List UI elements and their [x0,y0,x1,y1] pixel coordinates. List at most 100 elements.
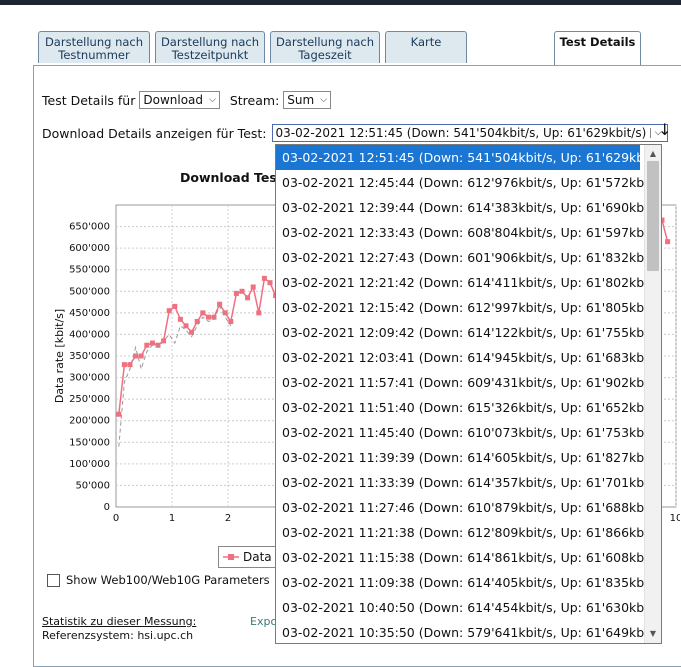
details-for-label: Test Details für [42,92,136,108]
dropdown-option[interactable]: 03-02-2021 12:27:43 (Down: 601'906kbit/s… [282,250,662,265]
dropdown-option[interactable]: 03-02-2021 11:51:40 (Down: 615'326kbit/s… [282,400,662,415]
y-tick-label: 150'000 [69,437,110,448]
tab-by-time-of-day[interactable]: Darstellung nach Tageszeit [270,31,380,63]
data-point [211,314,217,320]
web100-label: Show Web100/Web10G Parameters [66,573,270,587]
y-tick-label: 50'000 [75,480,110,491]
y-tick-label: 650'000 [69,222,110,233]
dropdown-option[interactable]: 03-02-2021 12:03:41 (Down: 614'945kbit/s… [282,350,662,365]
data-point [177,316,183,322]
tab-bar: Darstellung nach Testnummer Darstellung … [38,31,681,66]
dropdown-option[interactable]: 03-02-2021 11:57:41 (Down: 609'431kbit/s… [282,375,662,390]
dropdown-option[interactable]: 03-02-2021 10:35:50 (Down: 579'641kbit/s… [282,625,662,640]
data-point [183,323,189,329]
y-tick-label: 300'000 [69,373,110,384]
scroll-up-icon[interactable]: ▲ [649,149,657,158]
y-axis-label: Data rate [kbit/s] [53,309,66,403]
y-tick-label: 400'000 [69,329,110,340]
dropdown-option[interactable]: 03-02-2021 11:09:38 (Down: 614'405kbit/s… [282,575,662,590]
tab-by-test-number[interactable]: Darstellung nach Testnummer [38,31,150,63]
data-point [228,318,234,324]
data-point [138,353,144,359]
dropdown-options: 03-02-2021 12:51:45 (Down: 541'504kbit/s… [276,145,662,643]
x-tick-label: 0 [113,513,119,524]
dropdown-option[interactable]: 03-02-2021 12:39:44 (Down: 614'383kbit/s… [282,200,662,215]
dropdown-option[interactable]: 03-02-2021 11:33:39 (Down: 614'357kbit/s… [282,475,662,490]
y-tick-label: 350'000 [69,351,110,362]
data-point [127,362,133,368]
arrow-down-icon[interactable]: ↓ [658,120,672,139]
data-point [665,239,671,245]
y-tick-label: 250'000 [69,394,110,405]
scroll-thumb[interactable] [647,161,659,271]
data-point [121,362,127,368]
data-point [189,329,195,335]
series-line [661,219,669,242]
chart-title: Download Tes [180,170,277,185]
details-type-select[interactable]: Download ⌵ [139,91,220,109]
tab-map[interactable]: Karte [385,31,467,63]
test-select[interactable]: 03-02-2021 12:51:45 (Down: 541'504kbit/s… [271,124,669,142]
dropdown-option[interactable]: 03-02-2021 10:40:50 (Down: 614'454kbit/s… [282,600,662,615]
reference-system: Referenzsystem: hsi.upc.ch [42,629,194,642]
dropdown-option[interactable]: 03-02-2021 12:09:42 (Down: 614'122kbit/s… [282,325,662,340]
dropdown-option[interactable]: 03-02-2021 12:15:42 (Down: 612'997kbit/s… [282,300,662,315]
dropdown-option[interactable]: 03-02-2021 11:15:38 (Down: 614'861kbit/s… [282,550,662,565]
tab-by-test-time[interactable]: Darstellung nach Testzeitpunkt [155,31,265,63]
x-tick-label: 1 [169,513,175,524]
data-point [200,310,206,316]
stream-value: Sum [287,93,315,107]
data-point [261,275,267,281]
data-point [205,314,211,320]
data-point [172,303,178,309]
data-point [239,288,245,294]
data-point [155,342,161,348]
x-tick-label: 2 [225,513,231,524]
series-line [118,305,232,447]
data-point [245,295,251,301]
data-point [144,342,150,348]
data-point [133,353,139,359]
data-point [256,310,262,316]
export-link[interactable]: Expo [250,615,278,628]
web100-option[interactable]: Show Web100/Web10G Parameters [47,573,270,587]
data-point [149,340,155,346]
dropdown-option[interactable]: 03-02-2021 12:45:44 (Down: 612'976kbit/s… [282,175,662,190]
dropdown-option[interactable]: 03-02-2021 11:27:46 (Down: 610'879kbit/s… [282,500,662,515]
dropdown-option[interactable]: 03-02-2021 11:39:39 (Down: 614'605kbit/s… [282,450,662,465]
y-tick-label: 600'000 [69,243,110,254]
legend-label: Data r [243,550,281,564]
dropdown-option[interactable]: 03-02-2021 12:33:43 (Down: 608'804kbit/s… [282,225,662,240]
show-test-label: Download Details anzeigen für Test: [42,125,267,141]
test-select-row: Download Details anzeigen für Test: 03-0… [42,124,669,142]
chevron-down-icon: ⌵ [650,128,665,138]
dropdown-option[interactable]: 03-02-2021 11:21:38 (Down: 612'809kbit/s… [282,525,662,540]
data-point [233,290,239,296]
tab-test-details[interactable]: Test Details [554,31,641,66]
stream-select[interactable]: Sum ⌵ [283,91,332,109]
chevron-down-icon: ⌵ [209,95,216,105]
dropdown-option[interactable]: 03-02-2021 12:51:45 (Down: 541'504kbit/s… [276,145,661,170]
test-select-value: 03-02-2021 12:51:45 (Down: 541'504kbit/s… [275,126,647,140]
y-tick-label: 450'000 [69,308,110,319]
data-point [267,280,273,286]
data-point [116,411,122,417]
y-tick-label: 550'000 [69,265,110,276]
dropdown-option[interactable]: 03-02-2021 11:45:40 (Down: 610'073kbit/s… [282,425,662,440]
y-tick-label: 500'000 [69,286,110,297]
stats-link[interactable]: Statistik zu dieser Messung: [42,615,197,628]
data-point [166,308,172,314]
test-dropdown-list[interactable]: 03-02-2021 12:51:45 (Down: 541'504kbit/s… [275,144,662,644]
x-tick-label: 10 [670,513,680,524]
data-point [659,217,665,223]
top-bar [0,0,681,5]
dropdown-scrollbar[interactable]: ▲ ▼ [644,145,661,643]
web100-checkbox[interactable] [47,573,60,587]
scroll-down-icon[interactable]: ▼ [649,629,657,638]
dropdown-option[interactable]: 03-02-2021 12:21:42 (Down: 614'411kbit/s… [282,275,662,290]
y-tick-label: 200'000 [69,416,110,427]
chevron-down-icon: ⌵ [320,95,328,105]
data-point [250,284,256,290]
legend-marker [223,554,239,560]
y-tick-label: 0 [104,502,110,513]
